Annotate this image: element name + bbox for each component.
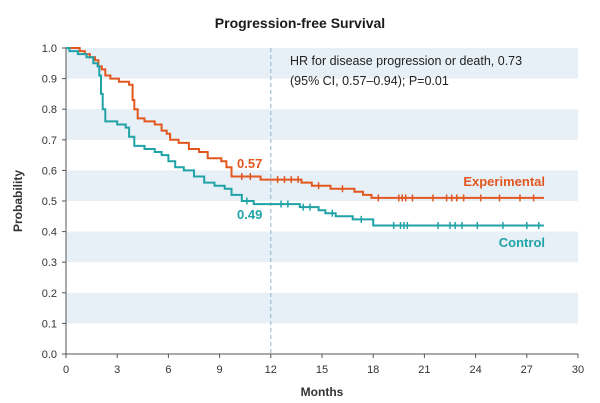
y-tick-label: 0.0: [42, 349, 57, 361]
x-tick-label: 24: [469, 364, 481, 376]
y-tick-label: 0.5: [42, 196, 57, 208]
y-tick-label: 0.6: [42, 165, 57, 177]
chart-title: Progression-free Survival: [215, 15, 385, 31]
background-band: [66, 109, 578, 140]
y-tick-label: 0.1: [42, 318, 57, 330]
axes: 0.0 0.1 0.2 0.3 0.4 0.5 0.6 0.7 0.8 0.9 1.0 0 3 6 9 12 1…: [42, 43, 584, 376]
x-tick-label: 21: [418, 364, 430, 376]
y-tick-label: 0.2: [42, 288, 57, 300]
experimental-12-month-value: 0.57: [237, 156, 262, 171]
x-tick-label: 12: [265, 364, 277, 376]
x-tick-label: 30: [572, 364, 584, 376]
x-tick-label: 3: [114, 364, 120, 376]
experimental-series-label: Experimental: [463, 174, 545, 189]
x-tick-label: 15: [316, 364, 328, 376]
background-band: [66, 292, 578, 324]
hazard-ratio-line-1: HR for disease progression or death, 0.7…: [290, 54, 522, 68]
control-series-label: Control: [499, 235, 545, 250]
y-tick-label: 0.8: [42, 104, 57, 116]
x-axis-title: Months: [301, 385, 344, 399]
y-tick-label: 0.3: [42, 257, 57, 269]
y-axis-title: Probability: [11, 170, 25, 232]
x-tick-label: 9: [217, 364, 223, 376]
y-tick-label: 1.0: [42, 43, 57, 55]
y-tick-label: 0.7: [42, 135, 57, 147]
control-12-month-value: 0.49: [237, 207, 262, 222]
background-band: [66, 48, 578, 79]
background-band: [66, 231, 578, 263]
y-tick-label: 0.9: [42, 74, 57, 86]
censor-marks: [241, 173, 540, 229]
x-tick-label: 27: [521, 364, 533, 376]
experimental-survival-curve: [66, 47, 544, 199]
hazard-ratio-line-2: (95% CI, 0.57–0.94); P=0.01: [290, 74, 449, 88]
x-tick-label: 6: [165, 364, 171, 376]
background-bands: [66, 48, 578, 324]
x-tick-label: 18: [367, 364, 379, 376]
y-tick-label: 0.4: [42, 227, 57, 239]
x-tick-label: 0: [63, 364, 69, 376]
